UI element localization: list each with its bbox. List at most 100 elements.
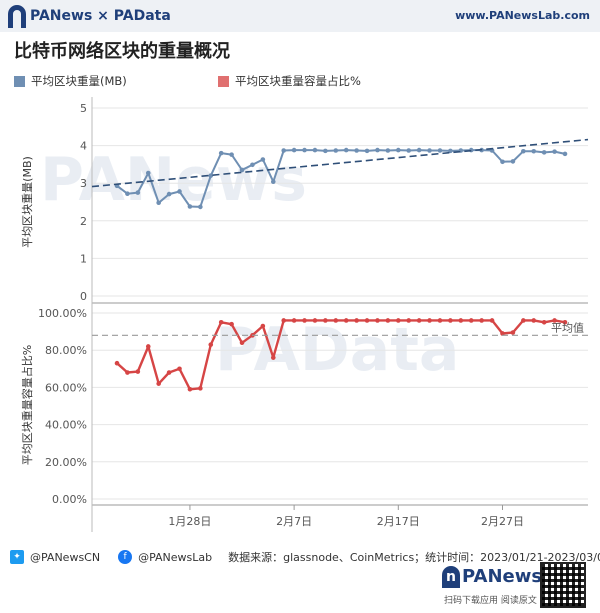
data-point-bottom xyxy=(427,318,432,323)
data-point-top xyxy=(291,147,297,153)
data-point-top xyxy=(229,152,234,157)
legend-item-capacity: 平均区块重量容量占比% xyxy=(218,73,361,89)
data-point-bottom xyxy=(302,318,307,323)
data-point-bottom xyxy=(323,318,328,323)
footer-logo-text: PANews xyxy=(462,566,543,587)
data-point-top xyxy=(250,162,255,168)
data-point-bottom xyxy=(531,318,537,323)
data-point-bottom xyxy=(156,381,161,386)
legend-swatch-red xyxy=(218,75,229,87)
trend-line xyxy=(91,138,589,188)
twitter-handle[interactable]: @PANewsCN xyxy=(30,550,101,564)
data-point-bottom xyxy=(385,318,391,323)
data-point-bottom xyxy=(562,320,568,325)
data-point-top xyxy=(343,147,349,153)
data-point-top xyxy=(552,149,557,154)
data-point-top xyxy=(239,167,245,173)
x-tick-label: 2月17日 xyxy=(377,515,420,528)
data-point-top xyxy=(166,191,172,197)
data-point-bottom xyxy=(343,318,349,323)
data-point-top xyxy=(531,148,537,154)
data-point-top xyxy=(187,204,193,209)
data-point-top xyxy=(208,173,214,178)
data-point-bottom xyxy=(437,318,443,323)
data-point-top xyxy=(270,179,276,184)
data-point-top xyxy=(323,148,328,154)
data-point-bottom xyxy=(468,318,474,323)
data-point-bottom xyxy=(229,321,234,327)
data-point-bottom xyxy=(406,318,412,323)
y-tick-label-bottom: 20.00% xyxy=(45,456,87,469)
data-point-bottom xyxy=(416,318,422,323)
data-point-top xyxy=(406,148,412,153)
data-point-top xyxy=(177,189,182,194)
watermark-top: PANews xyxy=(40,145,307,215)
grid-bottom-panel xyxy=(92,312,588,500)
y-tick-label-top: 1 xyxy=(80,252,87,265)
qr-code-icon[interactable] xyxy=(540,562,586,608)
site-url[interactable]: www.PANewsLab.com xyxy=(455,9,590,22)
footer-logo-icon: n xyxy=(442,566,460,588)
data-point-bottom xyxy=(177,366,182,372)
mean-label: 平均值 xyxy=(551,321,584,334)
data-point-top xyxy=(125,191,130,197)
y-tick-label-bottom: 60.00% xyxy=(45,381,87,394)
data-point-bottom xyxy=(489,318,495,323)
data-point-bottom xyxy=(510,330,516,335)
legend-label-capacity: 平均区块重量容量占比% xyxy=(235,74,361,88)
header-bar: PANews × PAData www.PANewsLab.com xyxy=(0,0,600,32)
y-tick-label-top: 0 xyxy=(80,290,87,303)
data-point-bottom xyxy=(260,323,266,329)
twitter-icon[interactable]: ✦ xyxy=(10,550,24,564)
data-point-top xyxy=(333,148,339,153)
legend-label-weight: 平均区块重量(MB) xyxy=(31,74,127,88)
grid-top-panel xyxy=(92,107,588,297)
data-point-bottom xyxy=(354,318,359,323)
data-point-top xyxy=(375,147,380,153)
x-tick-label: 2月7日 xyxy=(276,515,312,528)
y-tick-label-top: 2 xyxy=(80,215,87,228)
data-point-bottom xyxy=(479,318,484,323)
data-point-bottom xyxy=(114,360,120,366)
data-point-top xyxy=(260,157,266,162)
data-source: 数据来源：glassnode、CoinMetrics；统计时间：2023/01/… xyxy=(228,551,600,564)
y-tick-label-bottom: 100.00% xyxy=(38,307,87,320)
data-point-top xyxy=(145,170,151,176)
data-point-top xyxy=(156,200,161,206)
data-point-bottom xyxy=(187,386,193,392)
data-point-top xyxy=(354,148,359,153)
data-point-top xyxy=(198,204,203,210)
data-point-top xyxy=(396,147,401,153)
brand-name: PANews × PAData xyxy=(30,8,171,24)
x-tick-label: 2月27日 xyxy=(481,515,524,528)
data-point-bottom xyxy=(270,355,276,360)
data-point-bottom xyxy=(312,318,318,323)
data-point-bottom xyxy=(552,318,557,323)
data-point-top xyxy=(427,148,432,153)
y-tick-label-top: 5 xyxy=(80,102,87,115)
x-ticks: 1月28日 2月7日 2月17日 2月27日 xyxy=(168,505,524,528)
facebook-icon[interactable]: f xyxy=(118,550,133,564)
data-point-bottom xyxy=(145,344,151,349)
data-point-bottom xyxy=(218,320,224,325)
data-point-bottom xyxy=(375,318,380,323)
data-point-bottom xyxy=(239,340,245,346)
data-point-bottom xyxy=(291,318,297,323)
data-point-bottom xyxy=(364,318,370,323)
chart-title: 比特币网络区块的重量概况 xyxy=(14,41,230,62)
legend-item-weight: 平均区块重量(MB) xyxy=(14,73,127,89)
y-tick-label-bottom: 40.00% xyxy=(45,419,87,432)
y-tick-label-top: 3 xyxy=(80,177,87,190)
y-ticks-bottom: 0.00% 20.00% 40.00% 60.00% 80.00% 100.00% xyxy=(38,307,87,506)
data-point-bottom xyxy=(521,318,526,323)
facebook-handle[interactable]: @PANewsLab xyxy=(138,550,213,564)
data-point-top xyxy=(218,150,224,156)
data-point-top xyxy=(521,148,526,154)
y-tick-label-bottom: 0.00% xyxy=(52,493,87,506)
data-point-top xyxy=(500,159,505,165)
x-tick-label: 1月28日 xyxy=(168,515,211,528)
y-ticks-top: 0 1 2 3 4 5 xyxy=(80,102,87,303)
data-point-top xyxy=(281,148,286,153)
data-point-bottom xyxy=(208,342,214,347)
